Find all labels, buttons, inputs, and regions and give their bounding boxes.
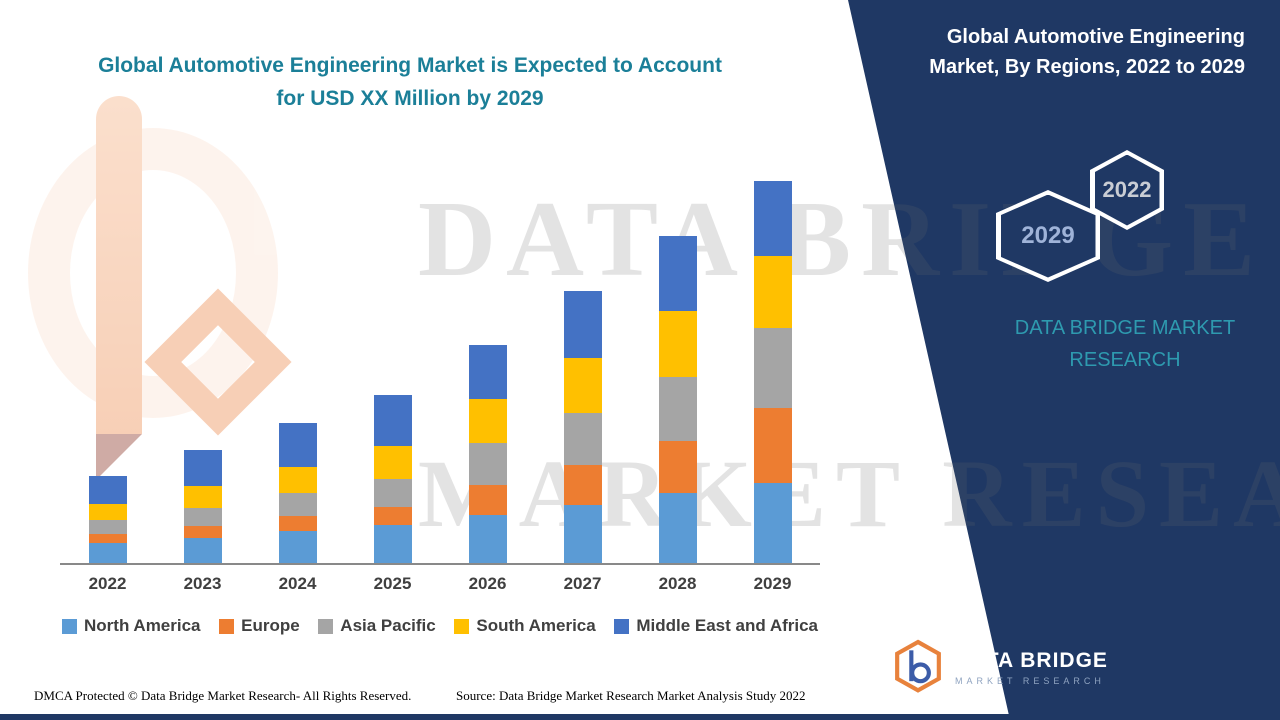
bar-chart [60, 158, 820, 565]
bar-segment-north-america [278, 531, 317, 563]
hexagon-year-label: 2022 [1094, 154, 1160, 226]
logo-text-block: DATA BRIDGE MARKET RESEARCH [955, 649, 1108, 686]
x-axis-labels: 2022 2023 2024 2025 2026 2027 2028 2029 [60, 574, 820, 594]
hexagon-year-label: 2029 [1000, 194, 1096, 278]
bar-segment-south-america [183, 486, 222, 508]
x-axis-label: 2027 [563, 574, 602, 593]
x-axis-label: 2023 [183, 574, 222, 593]
legend-label: Asia Pacific [340, 616, 436, 635]
logo-name: DATA BRIDGE [955, 648, 1108, 672]
legend-label: South America [476, 616, 596, 635]
bar-segment-europe [88, 534, 127, 543]
bar-segment-middle-east-and-africa [753, 181, 792, 256]
bar-segment-europe [373, 507, 412, 525]
bar-segment-middle-east-and-africa [183, 450, 222, 486]
hexagon-badge-2029: 2029 [996, 190, 1100, 282]
hexagon-badge-2022: 2022 [1090, 150, 1164, 230]
bar-segment-asia-pacific [183, 508, 222, 526]
page-title: Global Automotive Engineering Market is … [40, 50, 780, 115]
bar-segment-asia-pacific [658, 377, 697, 441]
stacked-bar-2024 [278, 423, 317, 563]
legend-swatch [318, 618, 334, 634]
legend-label: Europe [241, 616, 300, 635]
bar-segment-south-america [753, 256, 792, 328]
bar-segment-europe [753, 408, 792, 483]
bar-segment-north-america [563, 505, 602, 563]
bar-segment-asia-pacific [278, 493, 317, 516]
bar-segment-asia-pacific [563, 413, 602, 465]
x-axis-label: 2028 [658, 574, 697, 593]
bar-segment-north-america [183, 538, 222, 563]
legend-swatch [219, 618, 235, 634]
chart-legend: North America Europe Asia Pacific South Ame… [62, 616, 818, 636]
brand-wordmark-line2: RESEARCH [1069, 349, 1181, 371]
bar-segment-north-america [753, 483, 792, 563]
bar-segment-north-america [468, 515, 507, 563]
bar-segment-north-america [658, 493, 697, 563]
bar-segment-middle-east-and-africa [563, 291, 602, 358]
bar-segment-asia-pacific [373, 479, 412, 507]
panel-title: Global Automotive Engineering Market, By… [929, 26, 1245, 78]
stacked-bar-2022 [88, 476, 127, 563]
bar-segment-middle-east-and-africa [468, 345, 507, 399]
stacked-bar-2025 [373, 395, 412, 563]
bar-segment-south-america [468, 399, 507, 443]
legend-item-middle-east-and-africa: Middle East and Africa [614, 616, 818, 636]
legend-swatch [62, 618, 77, 634]
x-axis-label: 2025 [373, 574, 412, 593]
bar-segment-asia-pacific [753, 328, 792, 408]
bottom-border-bar [0, 714, 1280, 720]
bar-segment-south-america [373, 446, 412, 479]
data-bridge-logo: DATA BRIDGE MARKET RESEARCH [893, 638, 1123, 696]
dmca-notice: DMCA Protected © Data Bridge Market Rese… [34, 688, 412, 703]
bar-segment-south-america [88, 504, 127, 520]
bar-segment-north-america [373, 525, 412, 563]
bar-segment-europe [468, 485, 507, 515]
bar-segment-asia-pacific [468, 443, 507, 485]
legend-item-europe: Europe [219, 616, 300, 636]
data-bridge-logo-icon [895, 639, 941, 693]
x-axis-label: 2029 [753, 574, 792, 593]
logo-subtitle: MARKET RESEARCH [955, 675, 1105, 686]
page-title-line1: Global Automotive Engineering Market is … [98, 54, 722, 77]
bar-segment-south-america [278, 467, 317, 493]
stacked-bar-2023 [183, 450, 222, 563]
legend-item-north-america: North America [62, 616, 201, 636]
bar-segment-asia-pacific [88, 520, 127, 534]
bar-segment-south-america [563, 358, 602, 413]
hexagon-outline: 2029 [996, 190, 1100, 282]
x-axis-label: 2026 [468, 574, 507, 593]
bar-segment-europe [278, 516, 317, 531]
bar-segment-south-america [658, 311, 697, 377]
bar-segment-europe [658, 441, 697, 493]
stacked-bar-2027 [563, 291, 602, 563]
legend-swatch [614, 618, 630, 634]
bar-segment-middle-east-and-africa [658, 236, 697, 311]
legend-label: Middle East and Africa [636, 616, 818, 635]
page-title-line2: for USD XX Million by 2029 [276, 86, 544, 110]
source-note: Source: Data Bridge Market Research Mark… [456, 688, 806, 703]
legend-label: North America [84, 616, 201, 635]
bar-segment-europe [183, 526, 222, 538]
bar-segment-middle-east-and-africa [88, 476, 127, 504]
brand-wordmark-line1: DATA BRIDGE MARKET [1014, 317, 1236, 339]
stacked-bar-2029 [753, 181, 792, 563]
bar-segment-europe [563, 465, 602, 505]
x-axis-label: 2024 [278, 574, 317, 593]
brand-wordmark: DATA BRIDGE MARKET RESEARCH [1000, 312, 1250, 376]
bar-segment-middle-east-and-africa [373, 395, 412, 446]
legend-item-south-america: South America [454, 616, 596, 636]
legend-item-asia-pacific: Asia Pacific [318, 616, 436, 636]
bar-segment-middle-east-and-africa [278, 423, 317, 467]
x-axis-label: 2022 [88, 574, 127, 593]
hexagon-outline: 2022 [1090, 150, 1164, 230]
legend-swatch [454, 618, 470, 634]
stacked-bar-2026 [468, 345, 507, 563]
bar-segment-north-america [88, 543, 127, 563]
stacked-bar-2028 [658, 236, 697, 563]
